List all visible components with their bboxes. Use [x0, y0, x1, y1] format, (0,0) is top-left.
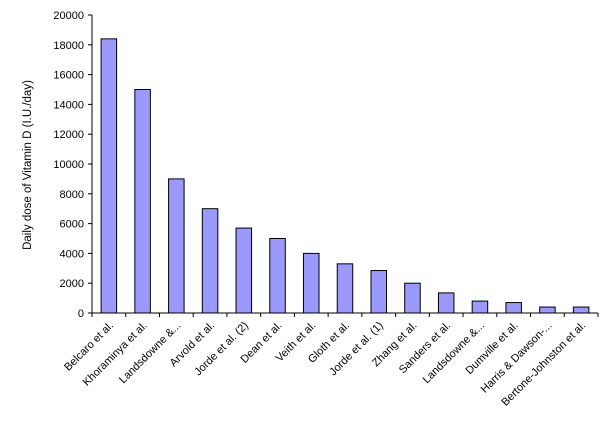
bar	[539, 306, 556, 314]
bar	[471, 300, 489, 314]
bar	[201, 208, 219, 314]
y-tick-label: 20000	[53, 10, 84, 22]
bar	[235, 227, 253, 314]
y-tick-label: 12000	[53, 129, 84, 141]
bar	[303, 252, 320, 314]
y-tick-label: 10000	[53, 159, 84, 171]
bar	[572, 306, 590, 314]
bar	[336, 263, 354, 314]
y-tick-label: 14000	[53, 99, 84, 111]
bar	[134, 89, 151, 314]
bar	[100, 38, 118, 314]
x-tick-label: Landsdowne &...	[117, 320, 183, 386]
bar	[168, 178, 185, 314]
bars	[100, 38, 590, 314]
bar	[370, 270, 387, 314]
y-tick-label: 16000	[53, 70, 84, 82]
y-tick-label: 8000	[60, 189, 84, 201]
bar	[505, 302, 522, 314]
y-tick-label: 0	[78, 308, 84, 320]
y-tick-label: 18000	[53, 40, 84, 52]
bar	[269, 238, 286, 314]
y-tick-label: 4000	[60, 248, 84, 260]
y-tick-label: 6000	[60, 219, 84, 231]
bar	[437, 292, 455, 314]
bar	[404, 282, 421, 314]
x-tick-label: Landsdowne &...	[421, 320, 487, 386]
y-axis: 0 2000 4000 6000 8000 10000 12000 14000 16000 180…	[53, 10, 93, 320]
x-axis: Belcaro et al.Khoraminya et al.Landsdown…	[62, 312, 599, 409]
y-axis-title: Daily dose of Vitamin D (I.U./day)	[22, 80, 34, 250]
y-tick-label: 2000	[60, 278, 84, 290]
